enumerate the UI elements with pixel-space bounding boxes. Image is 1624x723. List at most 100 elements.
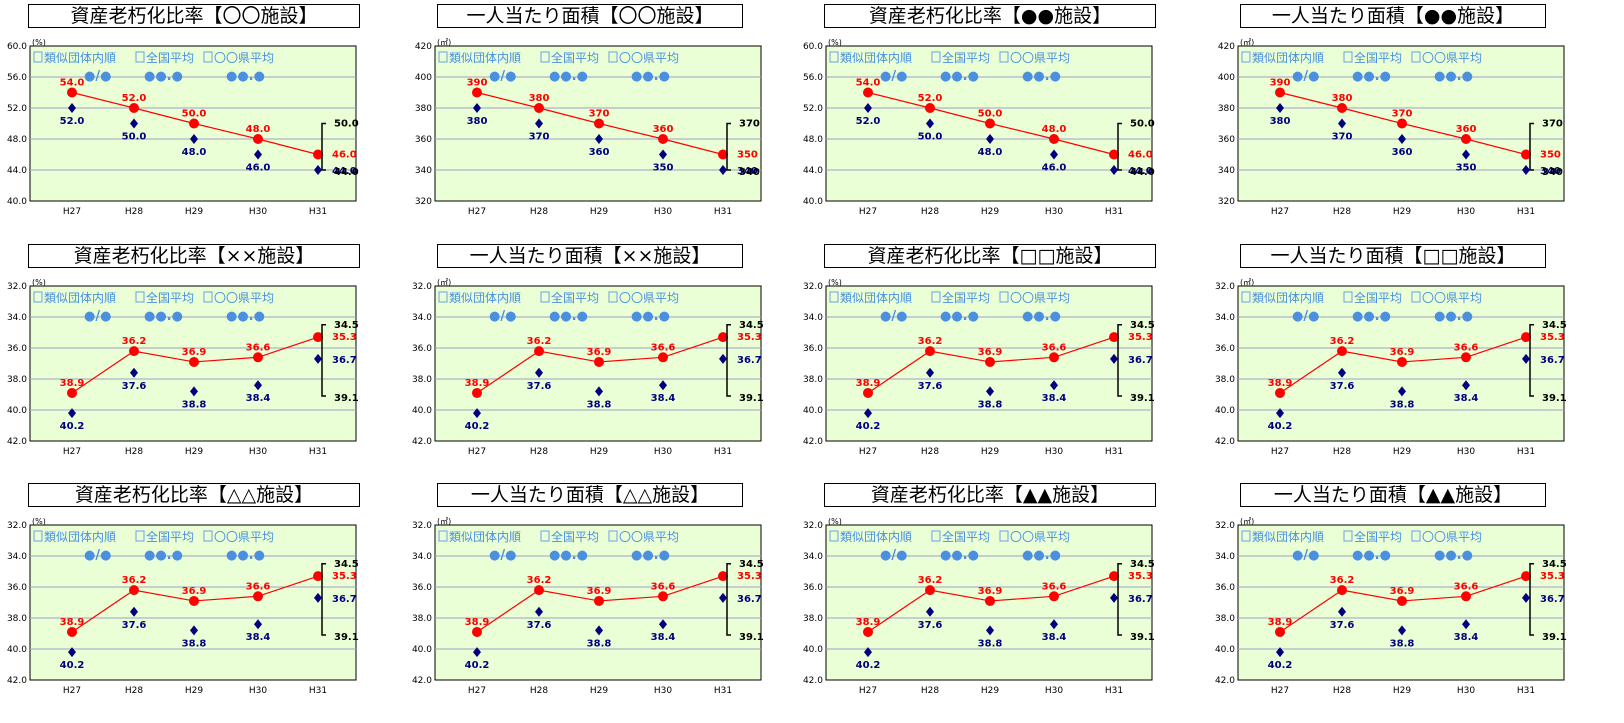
legend-value: ●●.●: [1434, 69, 1473, 84]
data-label: 52.0: [60, 116, 85, 127]
chart-title: 一人当たり面積【▲▲施設】: [1240, 483, 1546, 507]
data-point: [473, 103, 481, 113]
legend-box: [135, 51, 145, 63]
data-point: [659, 149, 667, 160]
legend-box: [1411, 51, 1421, 63]
data-point: [1461, 352, 1471, 363]
data-label: 36.6: [1042, 342, 1067, 353]
y-tick-label: 40.0: [1215, 645, 1235, 655]
legend-value: ●●.●: [549, 548, 588, 563]
legend-label: 類似団体内順: [44, 530, 116, 544]
data-point: [594, 595, 604, 606]
x-tick-label: H29: [590, 207, 608, 217]
x-tick-label: H29: [981, 447, 999, 457]
data-label: 46.0: [1042, 163, 1067, 174]
legend-label: 全国平均: [942, 290, 990, 305]
x-tick-label: H30: [654, 447, 672, 457]
range-bracket: [726, 324, 731, 397]
line-chart: 320 340 360 380 400 420 (㎡) 類似団体内順 ●/● 全国平均 ●●.● 〇〇…: [1218, 38, 1565, 217]
x-tick-label: H28: [125, 447, 143, 457]
x-tick-label: H27: [63, 686, 81, 696]
legend-box: [1241, 51, 1251, 63]
line-chart: 32.0 34.0 36.0 38.0 40.0 42.0 (%) 類似団体内順 ●/● 全国平均…: [803, 517, 1155, 696]
line-chart: 32.0 34.0 36.0 38.0 40.0 42.0 (㎡) 類似団体内順 ●/● 全国平均…: [1215, 278, 1567, 457]
data-label: 35.3: [332, 571, 357, 582]
y-tick-label: 320: [1218, 197, 1235, 207]
x-tick-label: H28: [921, 447, 939, 457]
y-tick-label: 34.0: [412, 313, 432, 323]
x-tick-label: H27: [1271, 207, 1289, 217]
legend-label: 〇〇県平均: [619, 291, 679, 305]
data-label: 350: [1540, 150, 1561, 161]
chart-title: 資産老朽化比率【××施設】: [28, 244, 360, 268]
data-point: [1110, 353, 1118, 364]
data-point: [534, 103, 544, 113]
y-tick-label: 38.0: [1215, 375, 1235, 385]
data-label: 370: [589, 109, 610, 120]
chart-title: 一人当たり面積【△△施設】: [437, 483, 743, 507]
data-point: [1521, 571, 1531, 582]
chart-title: 一人当たり面積【□□施設】: [1240, 244, 1546, 268]
legend-label: 全国平均: [551, 290, 599, 305]
data-label: 38.9: [465, 378, 490, 389]
data-label: 38.8: [978, 399, 1003, 410]
data-label: 40.2: [60, 660, 85, 671]
x-tick-label: H31: [714, 207, 732, 217]
data-point: [313, 571, 323, 582]
data-point: [1050, 149, 1058, 160]
legend-label: 類似団体内順: [44, 291, 116, 305]
data-label: 44.0: [332, 166, 357, 177]
x-tick-label: H28: [1333, 447, 1351, 457]
legend-label: 類似団体内順: [1252, 530, 1324, 544]
data-point: [189, 356, 199, 367]
data-label: 40.2: [465, 421, 490, 432]
legend-label: 〇〇県平均: [1422, 51, 1482, 65]
data-point: [130, 118, 138, 129]
data-point: [1398, 625, 1406, 636]
data-label: 38.4: [1042, 632, 1067, 643]
legend-label: 〇〇県平均: [619, 51, 679, 65]
x-tick-label: H31: [1517, 207, 1535, 217]
y-tick-label: 34.0: [7, 552, 27, 562]
legend-value: ●●.●: [1022, 548, 1061, 563]
legend-label: 類似団体内順: [840, 530, 912, 544]
data-label: 46.0: [332, 150, 357, 161]
plot-area: [1237, 285, 1565, 442]
data-label: 38.8: [587, 638, 612, 649]
range-low-label: 39.1: [334, 393, 359, 404]
legend-box: [931, 51, 941, 63]
y-tick-label: 40.0: [803, 645, 823, 655]
unit-label: (%): [32, 517, 46, 526]
x-tick-label: H27: [468, 686, 486, 696]
legend-label: 全国平均: [146, 290, 194, 305]
legend-value: ●/●: [880, 309, 907, 324]
data-point: [1337, 346, 1347, 357]
line-chart: 320 340 360 380 400 420 (㎡) 類似団体内順 ●/● 全国平均 ●●.● 〇〇…: [415, 38, 762, 217]
data-point: [1109, 332, 1119, 343]
legend-value: ●/●: [1292, 309, 1319, 324]
data-label: 50.0: [918, 132, 943, 143]
data-label: 40.2: [465, 660, 490, 671]
y-tick-label: 32.0: [7, 282, 27, 292]
data-label: 340: [1540, 166, 1561, 177]
data-point: [1522, 165, 1530, 175]
y-tick-label: 380: [415, 104, 432, 114]
data-label: 36.9: [978, 586, 1003, 597]
line-chart: 40.0 44.0 48.0 52.0 56.0 60.0 (%) 類似団体内順 ●/● 全国平均…: [7, 38, 359, 217]
legend-value: ●●.●: [940, 69, 979, 84]
y-tick-label: 36.0: [412, 344, 432, 354]
legend-value: ●/●: [880, 69, 907, 84]
data-point: [718, 332, 728, 343]
data-label: 46.0: [1128, 150, 1153, 161]
legend-label: 全国平均: [146, 50, 194, 65]
range-low-label: 340: [739, 167, 760, 178]
legend-value: ●●.●: [940, 309, 979, 324]
data-label: 52.0: [856, 116, 881, 127]
legend-box: [203, 530, 213, 542]
y-tick-label: 32.0: [412, 521, 432, 531]
data-label: 40.2: [60, 421, 85, 432]
x-tick-label: H30: [654, 686, 672, 696]
x-tick-label: H30: [1045, 686, 1063, 696]
y-tick-label: 44.0: [803, 166, 823, 176]
data-label: 36.7: [1540, 355, 1565, 366]
